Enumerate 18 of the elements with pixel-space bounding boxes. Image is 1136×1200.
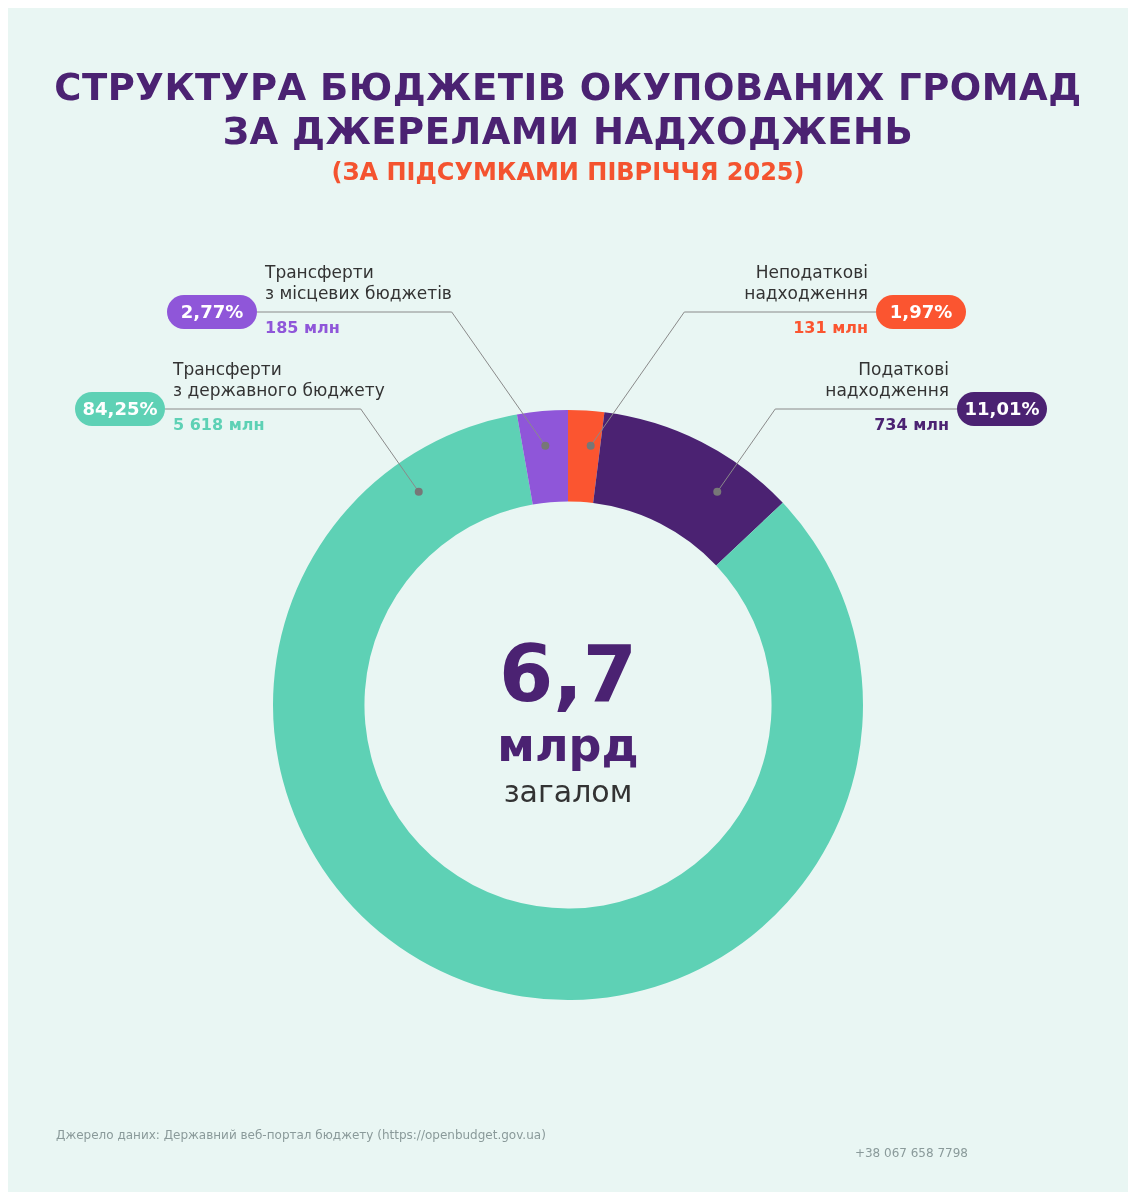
text: загалом — [502, 773, 634, 811]
text: Джерело даних: Державний веб-портал бюджету (https://openbudget.gov.ua) — [56, 1128, 546, 1142]
chart-title: СТРУКТУРА БЮДЖЕТІВ ОКУПОВАНИХ ГРОМАД ЗА ДЖЕРЕЛАМИ НАДХОДЖЕНЬ — [53, 66, 1083, 154]
text: 5 618 млн — [173, 415, 265, 434]
text: 185 млн — [265, 318, 340, 337]
slice-label: Трансферти з місцевих бюджетів — [264, 262, 452, 303]
text: 734 млн — [874, 415, 949, 434]
data-label: 1,97% — [889, 300, 953, 322]
chart-subtitle: (ЗА ПІДСУМКАМИ ПІВРІЧЧЯ 2025) — [330, 158, 806, 186]
slice-label: Неподаткові надходження — [744, 262, 868, 303]
slice-label: Трансферти з державного бюджету — [172, 359, 385, 400]
text: 131 млн — [793, 318, 868, 337]
text: 6,7 млрд — [496, 629, 640, 772]
text: +38 067 658 7798 — [854, 1146, 968, 1160]
data-label: 84,25% — [82, 397, 158, 419]
slice-label: Податкові надходження — [825, 359, 949, 400]
data-label: 11,01% — [964, 397, 1040, 419]
data-label: 2,77% — [180, 300, 244, 322]
